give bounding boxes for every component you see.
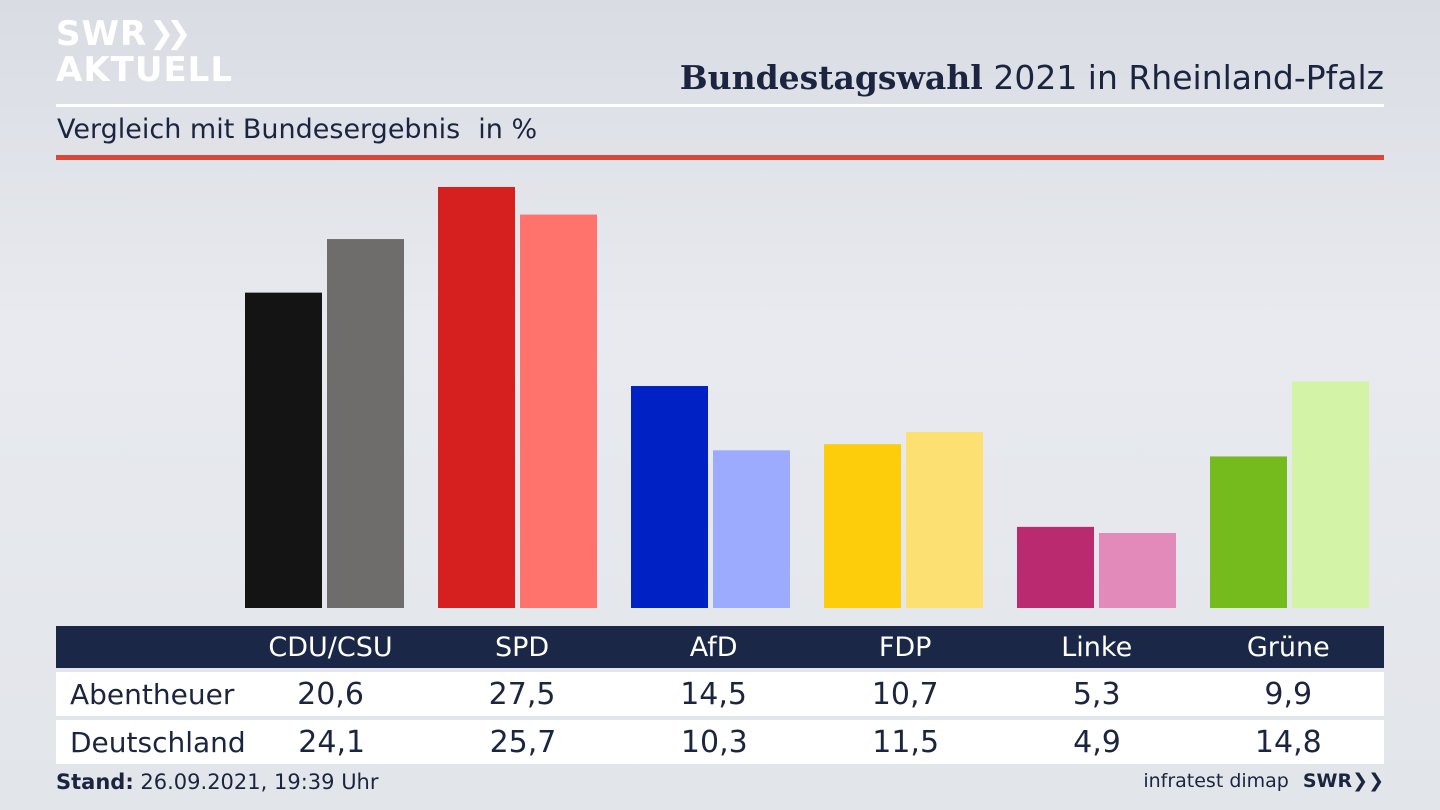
bar-afd-deutschland <box>713 450 790 608</box>
bar-gr-ne-abentheuer <box>1210 456 1287 608</box>
value-cell: 14,5 <box>680 676 748 712</box>
swr-small-logo: SWR❯❯ <box>1302 770 1384 792</box>
table-header: CDU/CSU SPD AfD FDP Linke Grüne <box>56 626 1384 668</box>
value-cell: 5,3 <box>1072 676 1121 712</box>
value-cell: 27,5 <box>488 676 556 712</box>
column-header: CDU/CSU <box>268 631 393 663</box>
table-row: Deutschland 24,1 25,7 10,3 11,5 4,9 14,8 <box>56 720 1384 764</box>
swr-aktuell-logo: SWR ❯❯ AKTUELL <box>56 14 234 90</box>
title-bold: Bundestagswahl <box>679 58 983 97</box>
value-cell: 4,9 <box>1073 724 1121 760</box>
column-header: Grüne <box>1246 631 1330 663</box>
value-cell: 25,7 <box>489 724 557 760</box>
value-cell: 24,1 <box>298 724 366 760</box>
subtitle-text: Vergleich mit Bundesergebnis <box>57 114 461 145</box>
title-rest: 2021 in Rheinland-Pfalz <box>993 58 1384 97</box>
bar-cdu-csu-deutschland <box>327 239 404 608</box>
subtitle-divider <box>56 155 1384 160</box>
column-header: AfD <box>689 631 738 663</box>
bar-spd-deutschland <box>520 214 597 608</box>
table-row: Abentheuer 20,6 27,5 14,5 10,7 5,3 9,9 <box>56 672 1384 716</box>
title-divider <box>56 104 1384 107</box>
column-header: FDP <box>878 631 932 663</box>
value-cell: 14,8 <box>1254 724 1322 760</box>
bar-fdp-deutschland <box>906 431 983 608</box>
bar-fdp-abentheuer <box>824 444 901 608</box>
bar-spd-abentheuer <box>438 187 515 608</box>
timestamp: Stand: 26.09.2021, 19:39 Uhr <box>56 770 379 794</box>
bar-gr-ne-deutschland <box>1292 381 1369 608</box>
row-label: Abentheuer <box>70 677 235 711</box>
bar-cdu-csu-abentheuer <box>245 292 322 608</box>
results-table: CDU/CSU SPD AfD FDP Linke Grüne Abentheuer 20… <box>56 626 1384 764</box>
unit-label: in % <box>478 114 538 145</box>
value-cell: 10,7 <box>871 676 939 712</box>
source-label: infratest dimap <box>1143 770 1289 792</box>
value-cell: 10,3 <box>680 724 748 760</box>
value-cell: 11,5 <box>872 724 940 760</box>
chart-subtitle: Vergleich mit Bundesergebnis in % <box>57 114 537 145</box>
bar-linke-abentheuer <box>1017 526 1094 608</box>
bar-afd-abentheuer <box>631 386 708 608</box>
stand-value: 26.09.2021, 19:39 Uhr <box>140 770 379 794</box>
column-header: SPD <box>494 631 550 663</box>
stand-label: Stand: <box>56 770 134 794</box>
value-cell: 20,6 <box>297 676 364 712</box>
row-label: Deutschland <box>70 725 246 759</box>
column-header: Linke <box>1061 631 1133 663</box>
bar-linke-deutschland <box>1099 532 1176 608</box>
value-cell: 9,9 <box>1264 676 1313 712</box>
source-credit: infratest dimap SWR❯❯ <box>1143 770 1384 792</box>
page-title: Bundestagswahl 2021 in Rheinland-Pfalz <box>680 58 1384 97</box>
